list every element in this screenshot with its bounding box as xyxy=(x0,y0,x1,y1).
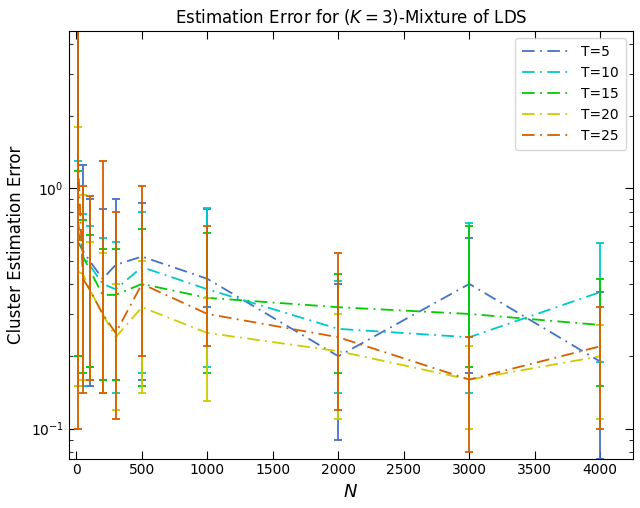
T=5 xyxy=(465,281,473,287)
T=20 xyxy=(112,334,120,340)
T=15 xyxy=(79,253,87,260)
T=5 xyxy=(112,262,120,268)
Line: T=5: T=5 xyxy=(77,242,600,362)
T=20 xyxy=(335,348,342,354)
T=5 xyxy=(86,258,93,264)
T=25 xyxy=(112,330,120,336)
T=10 xyxy=(204,286,211,292)
T=20 xyxy=(99,311,106,317)
Line: T=10: T=10 xyxy=(77,218,600,337)
T=15 xyxy=(335,304,342,310)
T=10 xyxy=(335,326,342,332)
T=15 xyxy=(465,311,473,317)
T=15 xyxy=(86,266,93,272)
T=20 xyxy=(74,269,81,275)
T=25 xyxy=(74,150,81,156)
T=15 xyxy=(74,226,81,232)
Line: T=20: T=20 xyxy=(77,272,600,379)
T=20 xyxy=(86,286,93,292)
T=20 xyxy=(79,271,87,277)
T=5 xyxy=(335,353,342,359)
T=10 xyxy=(596,289,604,295)
T=5 xyxy=(596,359,604,365)
T=25 xyxy=(79,276,87,282)
T=15 xyxy=(596,322,604,328)
T=15 xyxy=(138,281,146,287)
Legend: T=5, T=10, T=15, T=20, T=25: T=5, T=10, T=15, T=20, T=25 xyxy=(515,38,626,150)
T=5 xyxy=(99,276,106,282)
T=25 xyxy=(138,281,146,287)
Line: T=15: T=15 xyxy=(77,229,600,325)
T=10 xyxy=(74,215,81,221)
T=10 xyxy=(112,286,120,292)
T=25 xyxy=(86,286,93,292)
T=15 xyxy=(99,292,106,298)
T=25 xyxy=(99,311,106,317)
T=10 xyxy=(138,264,146,270)
T=25 xyxy=(335,334,342,340)
T=25 xyxy=(596,343,604,350)
Title: Estimation Error for $(K = 3)$-Mixture of LDS: Estimation Error for $(K = 3)$-Mixture o… xyxy=(175,7,527,27)
T=10 xyxy=(79,251,87,258)
Y-axis label: Cluster Estimation Error: Cluster Estimation Error xyxy=(7,146,25,344)
Line: T=25: T=25 xyxy=(77,153,600,379)
T=25 xyxy=(465,376,473,383)
T=15 xyxy=(204,295,211,301)
T=20 xyxy=(138,304,146,310)
T=5 xyxy=(79,247,87,253)
T=25 xyxy=(204,311,211,317)
T=5 xyxy=(74,239,81,245)
T=5 xyxy=(204,276,211,282)
T=10 xyxy=(86,262,93,268)
T=5 xyxy=(138,253,146,260)
T=10 xyxy=(99,281,106,287)
T=15 xyxy=(112,292,120,298)
T=20 xyxy=(596,353,604,359)
X-axis label: $N$: $N$ xyxy=(343,483,358,501)
T=20 xyxy=(465,376,473,383)
T=20 xyxy=(204,330,211,336)
T=10 xyxy=(465,334,473,340)
